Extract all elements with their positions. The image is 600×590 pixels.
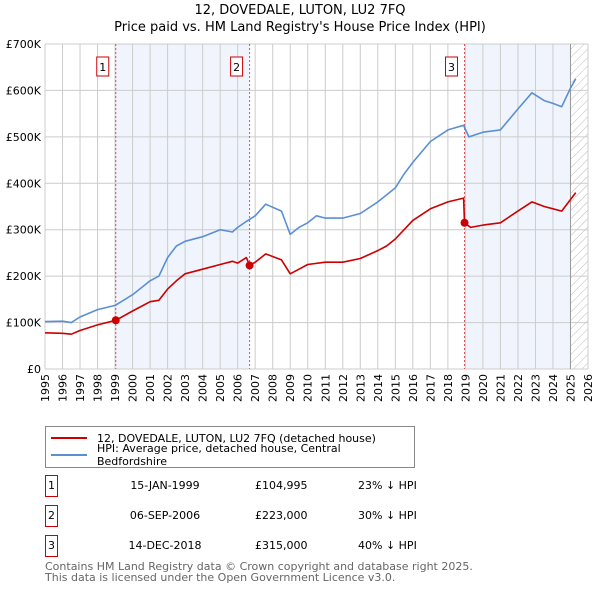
transaction-row: 2 06-SEP-2006 £223,000 30% ↓ HPI xyxy=(45,505,445,527)
sale-point xyxy=(245,261,254,270)
x-tick-label: 2008 xyxy=(267,374,280,402)
x-tick-label: 2007 xyxy=(249,374,262,402)
x-tick-label: 2003 xyxy=(179,374,192,402)
marker-badge: 1 xyxy=(45,475,58,497)
sale-marker-label: 1 xyxy=(99,61,106,74)
legend-item-hpi: HPI: Average price, detached house, Cent… xyxy=(51,442,414,468)
transaction-row: 1 15-JAN-1999 £104,995 23% ↓ HPI xyxy=(45,475,445,497)
sale-marker-box xyxy=(230,56,244,77)
footer-copyright: Contains HM Land Registry data © Crown c… xyxy=(45,560,473,573)
y-tick-label: £500K xyxy=(6,131,42,144)
x-tick-label: 2006 xyxy=(232,374,245,402)
forecast-hatch xyxy=(570,44,588,369)
date: 14-DEC-2018 xyxy=(128,539,202,552)
x-tick-label: 2005 xyxy=(214,374,227,402)
x-tick-label: 2002 xyxy=(162,374,175,402)
x-tick-label: 2013 xyxy=(354,374,367,402)
x-tick-label: 2014 xyxy=(372,374,385,402)
x-tick-label: 2019 xyxy=(459,374,472,402)
x-tick-label: 1997 xyxy=(74,374,87,402)
x-tick-label: 2024 xyxy=(547,374,560,402)
x-tick-label: 2001 xyxy=(144,374,157,402)
x-tick-label: 2010 xyxy=(302,374,315,402)
x-tick-label: 2020 xyxy=(477,374,490,402)
x-tick-label: 2009 xyxy=(284,374,297,402)
x-tick-label: 2012 xyxy=(337,374,350,402)
x-tick-label: 2016 xyxy=(407,374,420,402)
shaded-range xyxy=(115,44,250,369)
x-tick-label: 2023 xyxy=(529,374,542,402)
legend: 12, DOVEDALE, LUTON, LU2 7FQ (detached h… xyxy=(45,426,415,468)
marker-badge: 3 xyxy=(45,535,58,557)
y-tick-label: £600K xyxy=(6,84,42,97)
footer: Contains HM Land Registry data © Crown c… xyxy=(45,561,473,583)
y-tick-label: £300K xyxy=(6,224,42,237)
x-tick-label: 1999 xyxy=(109,374,122,402)
x-tick-label: 1996 xyxy=(57,374,70,402)
transaction-row: 3 14-DEC-2018 £315,000 40% ↓ HPI xyxy=(45,535,445,557)
hpi-diff: 23% ↓ HPI xyxy=(358,479,417,492)
legend-swatch-blue xyxy=(51,454,87,456)
x-tick-label: 2017 xyxy=(424,374,437,402)
x-tick-label: 2011 xyxy=(319,374,332,402)
legend-label: HPI: Average price, detached house, Cent… xyxy=(96,442,341,468)
y-tick-label: £400K xyxy=(6,177,42,190)
hpi-diff: 40% ↓ HPI xyxy=(358,539,417,552)
y-tick-label: £700K xyxy=(6,38,42,51)
hpi-line xyxy=(44,78,577,324)
marker-badge: 2 xyxy=(45,505,58,527)
footer-licence: This data is licensed under the Open Gov… xyxy=(45,571,396,584)
x-tick-label: 2004 xyxy=(197,374,210,402)
legend-label: 12, DOVEDALE, LUTON, LU2 7FQ (detached h… xyxy=(97,431,376,445)
sale-point xyxy=(111,316,120,325)
sale-marker-box xyxy=(445,56,459,77)
y-tick-label: £200K xyxy=(6,270,42,283)
chart-title: 12, DOVEDALE, LUTON, LU2 7FQ xyxy=(194,3,406,18)
chart-subtitle: Price paid vs. HM Land Registry's House … xyxy=(114,20,486,35)
price: £104,995 xyxy=(255,479,308,492)
legend-swatch-red xyxy=(51,437,87,439)
price: £315,000 xyxy=(255,539,308,552)
x-tick-label: 1998 xyxy=(92,374,105,402)
sale-point xyxy=(460,218,469,227)
x-tick-label: 2026 xyxy=(582,374,595,402)
sale-marker-label: 2 xyxy=(233,61,240,74)
y-tick-label: £100K xyxy=(6,317,42,330)
x-tick-label: 2022 xyxy=(512,374,525,402)
property-price-line xyxy=(44,192,577,335)
x-tick-label: 1995 xyxy=(39,374,52,402)
date: 15-JAN-1999 xyxy=(130,479,200,492)
sale-marker-label: 3 xyxy=(448,61,455,74)
price: £223,000 xyxy=(255,509,308,522)
date: 06-SEP-2006 xyxy=(129,509,201,522)
y-tick-label: £0 xyxy=(27,363,41,376)
sale-marker-box xyxy=(96,56,110,77)
x-tick-label: 2015 xyxy=(389,374,402,402)
hpi-diff: 30% ↓ HPI xyxy=(358,509,417,522)
x-tick-label: 2021 xyxy=(494,374,507,402)
x-tick-label: 2018 xyxy=(442,374,455,402)
x-tick-label: 2025 xyxy=(564,374,577,402)
legend-item-property: 12, DOVEDALE, LUTON, LU2 7FQ (detached h… xyxy=(51,430,376,446)
x-tick-label: 2000 xyxy=(127,374,140,402)
price-chart: 1995 1996 1997 1998 1999 2000 2001 2002 2003 2004… xyxy=(6,38,595,402)
